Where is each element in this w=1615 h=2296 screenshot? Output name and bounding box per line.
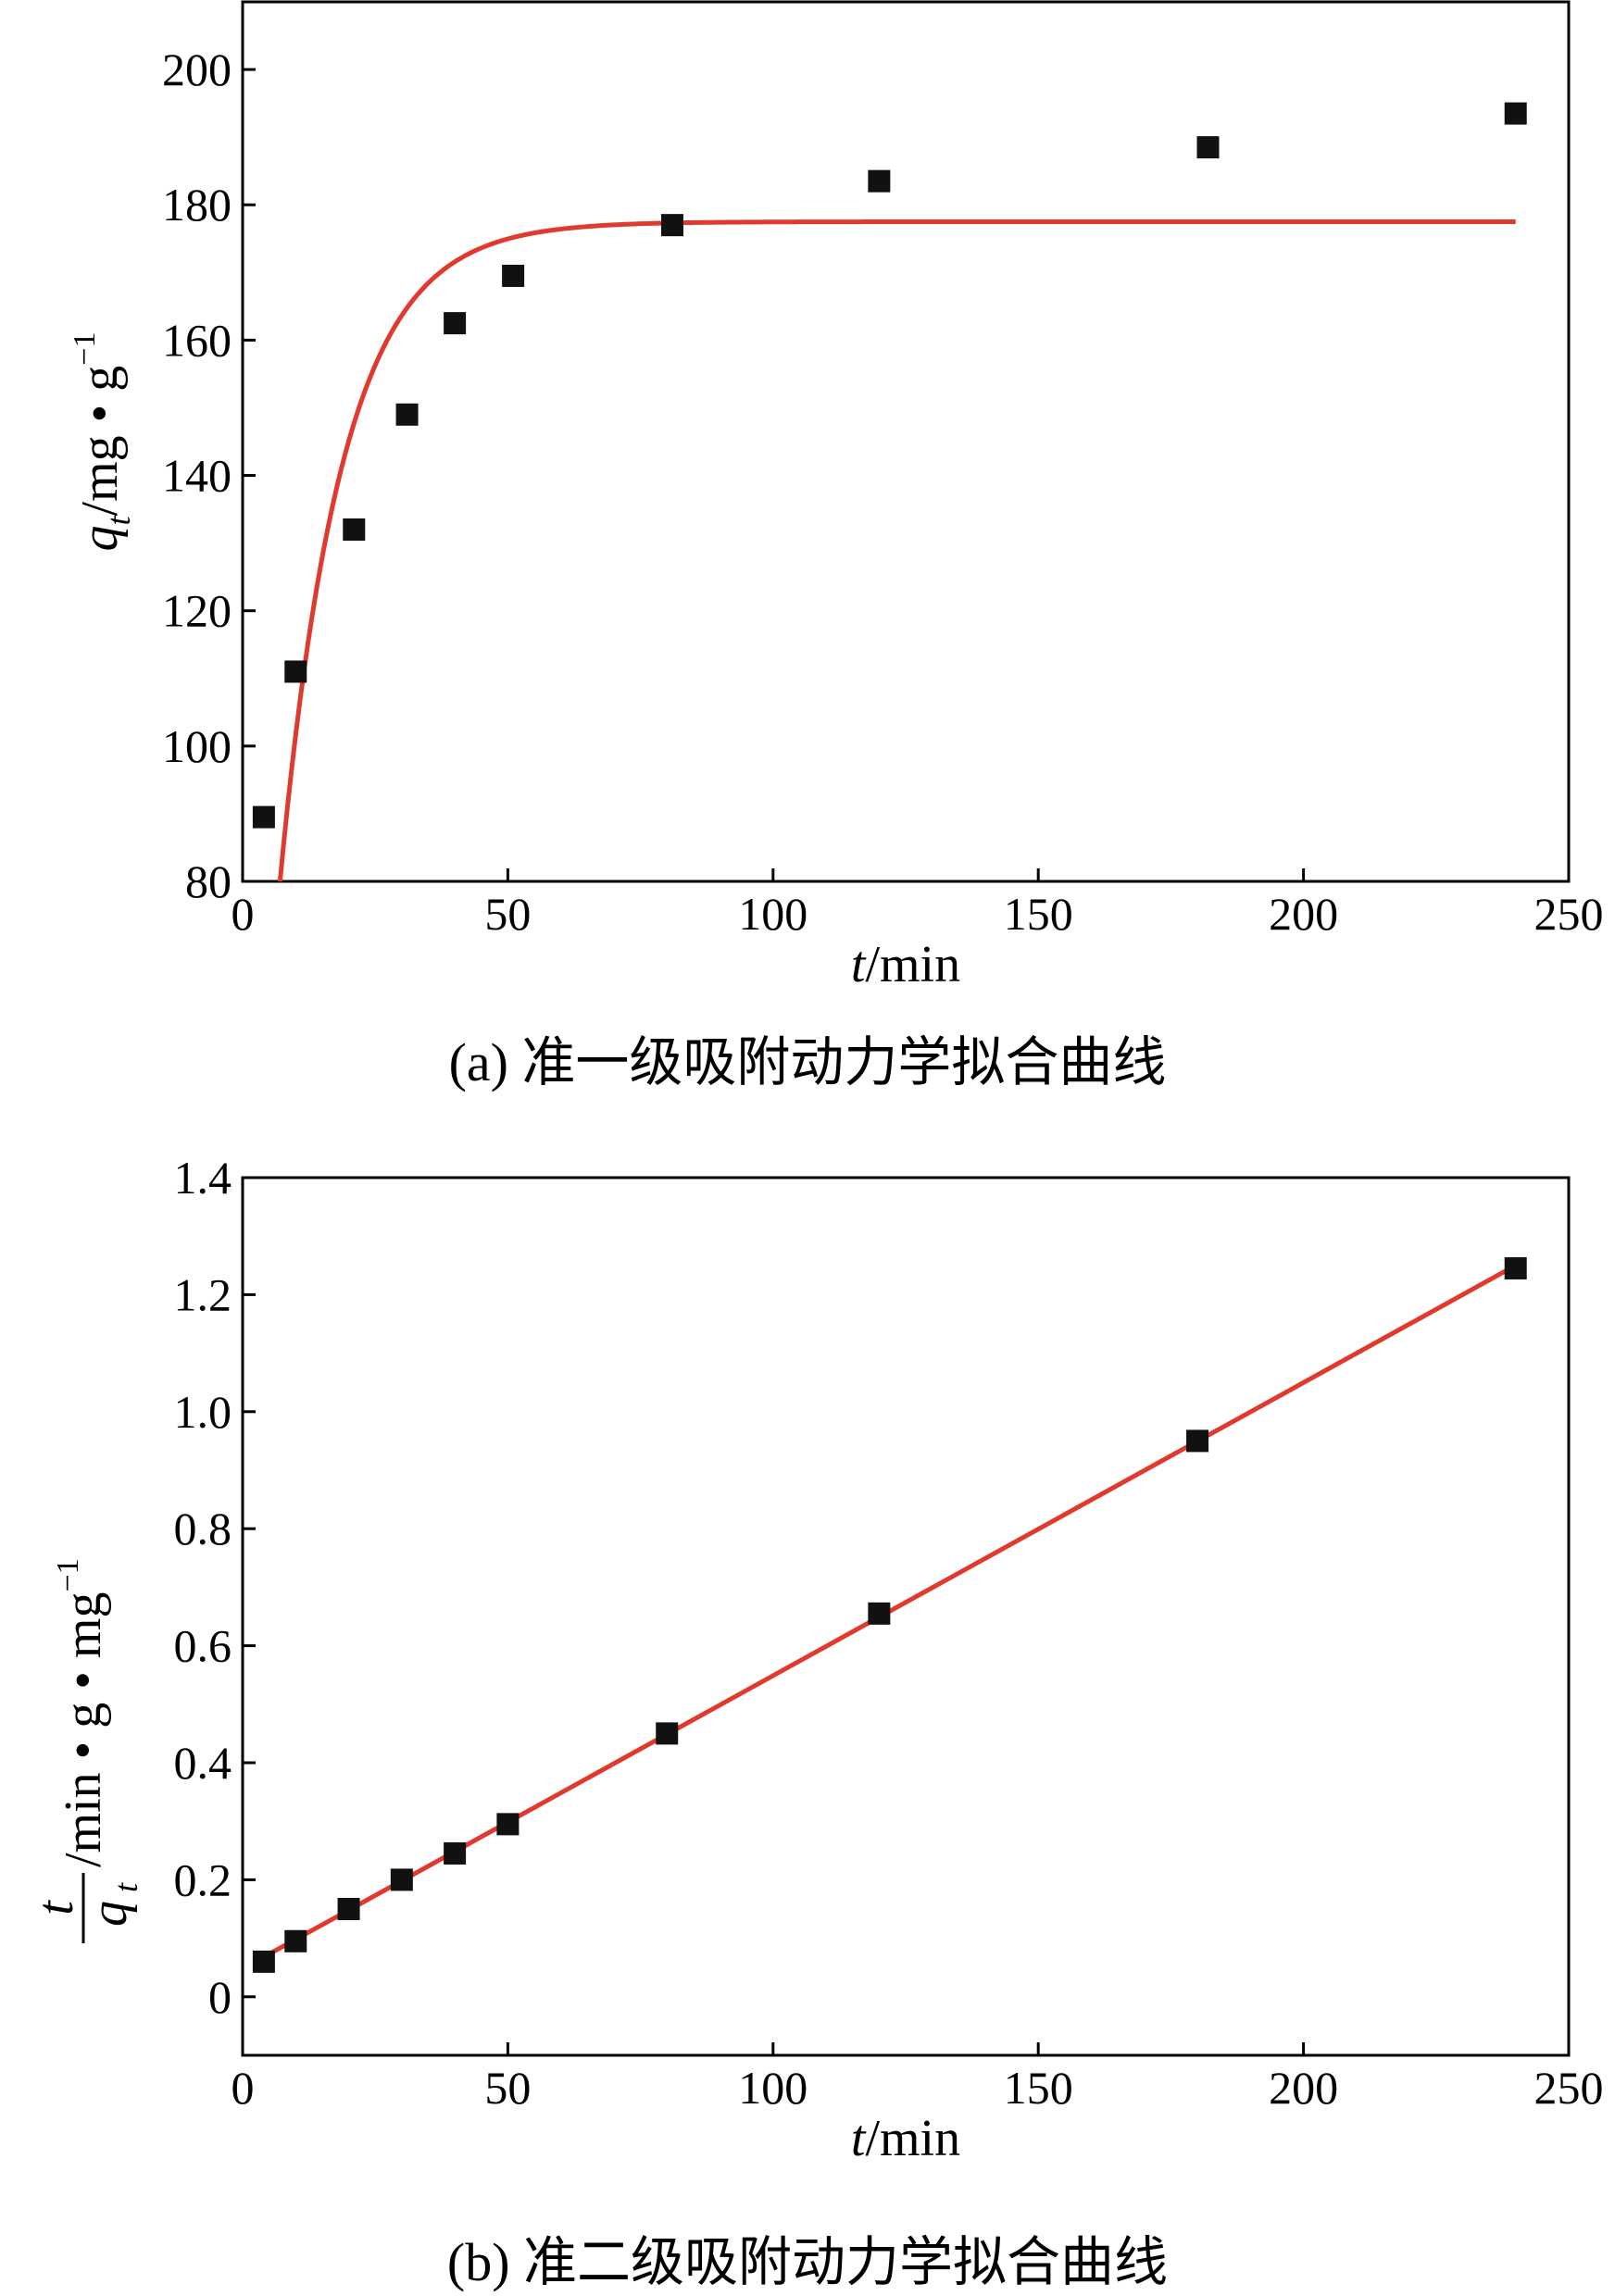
y-tick-label: 0.2: [174, 1853, 232, 1905]
y-tick-label: 0: [208, 1971, 232, 2023]
y-tick-label: 200: [162, 44, 232, 95]
data-point: [390, 1868, 413, 1891]
y-tick-label: 0.6: [174, 1620, 232, 1672]
x-tick-label: 250: [1534, 888, 1604, 940]
y-tick-label: 80: [185, 855, 232, 907]
y-tick-label: 0.8: [174, 1503, 232, 1554]
x-tick-label: 250: [1534, 2062, 1604, 2114]
x-axis-label: t/min: [851, 2110, 960, 2167]
plot-frame: [241, 1176, 1571, 2057]
data-point: [444, 1841, 467, 1865]
y-label-fraction-num: t: [27, 1900, 84, 1915]
x-tick-label: 200: [1269, 888, 1338, 940]
y-tick-label: 140: [162, 450, 232, 502]
x-tick-label: 100: [738, 888, 808, 940]
x-tick-label: 0: [232, 2062, 255, 2114]
x-tick-label: 100: [738, 2062, 808, 2114]
chart-a: 0 50 100 150 200 250 80 100 120 140 160 180 200 t/min…: [68, 0, 1604, 993]
data-point: [252, 1950, 275, 1973]
y-tick-label: 1.4: [174, 1152, 232, 1204]
data-point: [868, 169, 891, 193]
x-tick-label: 150: [1004, 2062, 1073, 2114]
x-tick-label: 200: [1269, 2062, 1338, 2114]
y-axis-label: tqt/min • g • mg−1: [27, 1558, 144, 1943]
y-label-rest: /min • g • mg−1: [51, 1558, 112, 1867]
y-tick-label: 120: [162, 585, 232, 637]
data-point: [284, 660, 307, 683]
data-point: [868, 1602, 891, 1625]
x-tick-label: 50: [484, 2062, 531, 2114]
y-tick-label: 0.4: [174, 1737, 232, 1789]
data-point: [502, 264, 525, 287]
data-point: [1186, 1429, 1209, 1453]
x-axis-label: t/min: [851, 936, 960, 993]
figure-b: 0 50 100 150 200 250 0 0.2 0.4 0.6 0.8 1.0 1.2 1.4 t/m…: [0, 1129, 1615, 2292]
data-point: [444, 312, 467, 335]
y-label-fraction-den-sub: t: [107, 1882, 144, 1892]
caption-b: (b) 准二级吸附动力学拟合曲线: [446, 2232, 1169, 2292]
figure-a: 0 50 100 150 200 250 80 100 120 140 160 180 200 t/min…: [0, 0, 1615, 1129]
y-tick-label: 100: [162, 720, 232, 772]
x-tick-label: 0: [232, 888, 255, 940]
data-point: [337, 1898, 360, 1920]
y-tick-label: 180: [162, 179, 232, 231]
data-point: [496, 1813, 520, 1836]
plot-frame: [241, 0, 1571, 883]
data-point: [660, 214, 683, 237]
x-tick-label: 50: [484, 888, 531, 940]
data-point: [252, 805, 275, 829]
data-point: [395, 403, 419, 426]
x-tick-label: 150: [1004, 888, 1073, 940]
y-tick-label: 160: [162, 314, 232, 366]
data-point: [1504, 102, 1527, 125]
y-tick-label: 1.0: [174, 1386, 232, 1438]
data-point: [343, 518, 366, 541]
data-point: [1196, 136, 1220, 159]
fit-curve: [277, 219, 1516, 881]
caption-a: (a) 准一级吸附动力学拟合曲线: [448, 1032, 1167, 1092]
svg-text:qt/mg • g−1: qt/mg • g−1: [68, 332, 137, 552]
data-point: [284, 1929, 307, 1953]
y-label-fraction-den: q: [81, 1901, 138, 1927]
data-point: [1504, 1256, 1527, 1279]
chart-b: 0 50 100 150 200 250 0 0.2 0.4 0.6 0.8 1.0 1.2 1.4 t/m…: [27, 1152, 1604, 2167]
y-tick-label: 1.2: [174, 1268, 232, 1320]
y-axis-label: qt/mg • g−1: [68, 332, 137, 552]
data-point: [656, 1722, 679, 1745]
